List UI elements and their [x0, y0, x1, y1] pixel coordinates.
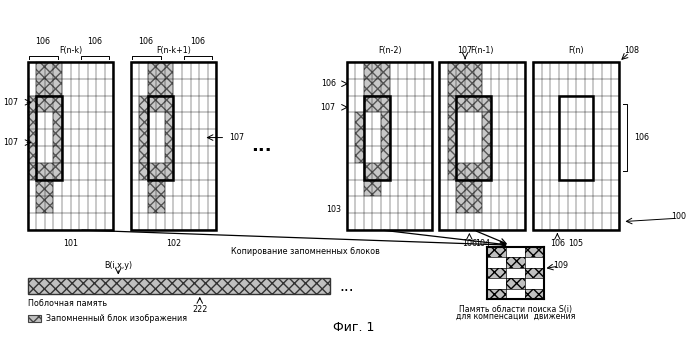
Bar: [381, 112, 389, 163]
Text: F(n): F(n): [568, 45, 584, 55]
Bar: [165, 112, 174, 163]
Bar: [28, 315, 41, 322]
Text: 106: 106: [634, 133, 649, 142]
Bar: [28, 62, 114, 230]
Text: 102: 102: [166, 239, 181, 248]
Text: 107: 107: [3, 98, 18, 107]
Bar: [36, 62, 62, 96]
Text: 105: 105: [569, 239, 584, 248]
Text: 109: 109: [554, 261, 568, 270]
Text: 106: 106: [321, 79, 336, 88]
Text: 106: 106: [462, 239, 477, 248]
Bar: [28, 112, 36, 163]
Bar: [148, 180, 165, 213]
Bar: [139, 96, 174, 112]
Bar: [506, 257, 525, 268]
Text: 106: 106: [36, 37, 51, 46]
Text: Фиг. 1: Фиг. 1: [333, 321, 374, 334]
Text: F(n-k): F(n-k): [59, 45, 82, 55]
Bar: [364, 96, 389, 180]
Bar: [448, 96, 491, 112]
Bar: [36, 180, 54, 213]
Text: 106: 106: [550, 239, 565, 248]
Text: F(n-1): F(n-1): [470, 45, 494, 55]
Text: F(n-k+1): F(n-k+1): [156, 45, 191, 55]
Bar: [148, 62, 174, 96]
Bar: [28, 96, 62, 112]
Bar: [487, 268, 506, 278]
Text: 106: 106: [87, 37, 102, 46]
Text: для компенсации  движения: для компенсации движения: [456, 312, 575, 321]
Bar: [347, 62, 433, 230]
Text: Поблочная память: Поблочная память: [28, 299, 107, 308]
Text: Копирование запомненных блоков: Копирование запомненных блоков: [231, 247, 380, 256]
Text: 222: 222: [192, 305, 207, 314]
Bar: [36, 96, 62, 180]
Bar: [28, 163, 62, 180]
Text: 103: 103: [326, 205, 341, 214]
Bar: [533, 62, 619, 230]
Bar: [448, 62, 482, 96]
Bar: [482, 112, 491, 163]
Bar: [364, 96, 389, 112]
Bar: [439, 62, 525, 230]
Bar: [364, 163, 389, 180]
Bar: [364, 62, 389, 96]
Text: 107: 107: [320, 103, 336, 112]
Text: ...: ...: [251, 137, 272, 155]
Bar: [139, 112, 148, 163]
Bar: [487, 247, 506, 257]
Bar: [559, 96, 593, 180]
Text: 107: 107: [457, 45, 473, 55]
Text: 101: 101: [63, 239, 78, 248]
Text: 100: 100: [671, 212, 686, 221]
Bar: [448, 112, 456, 163]
Bar: [355, 112, 364, 163]
Text: Память области поиска S(i): Память области поиска S(i): [459, 305, 572, 314]
Bar: [148, 96, 174, 180]
Text: 107: 107: [3, 138, 18, 147]
Text: Запомненный блок изображения: Запомненный блок изображения: [45, 314, 186, 323]
Bar: [456, 180, 482, 213]
Bar: [139, 163, 174, 180]
Bar: [506, 278, 525, 288]
Text: ...: ...: [339, 279, 354, 294]
Bar: [448, 163, 491, 180]
Bar: [131, 62, 216, 230]
Text: B(i,x,y): B(i,x,y): [104, 261, 133, 270]
Text: 107: 107: [229, 133, 244, 142]
Bar: [525, 247, 544, 257]
Bar: [54, 112, 62, 163]
Bar: [456, 96, 491, 180]
Bar: [28, 278, 329, 294]
Text: F(n-2): F(n-2): [378, 45, 401, 55]
Text: 106: 106: [139, 37, 154, 46]
Bar: [525, 288, 544, 299]
Text: 106: 106: [190, 37, 205, 46]
Bar: [487, 288, 506, 299]
Bar: [364, 180, 381, 196]
Text: 108: 108: [625, 46, 639, 55]
Text: 104: 104: [475, 239, 490, 248]
Bar: [525, 268, 544, 278]
